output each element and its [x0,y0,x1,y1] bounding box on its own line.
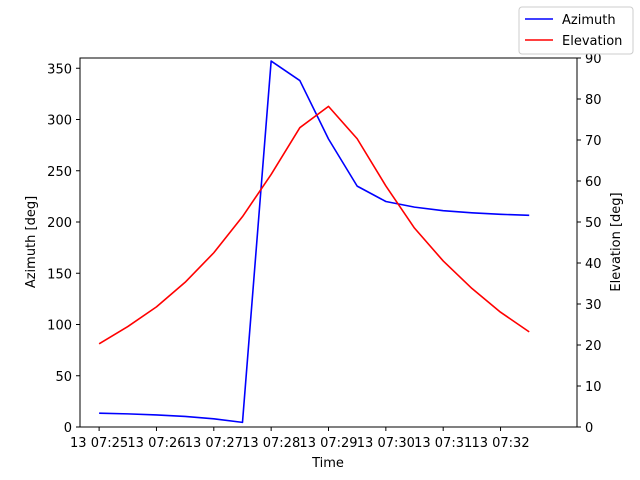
right-y-tick-label: 50 [585,216,602,231]
x-tick-label: 13 07:32 [471,436,529,451]
x-tick-label: 13 07:28 [242,436,300,451]
right-y-tick-label: 70 [585,134,602,149]
x-tick-label: 13 07:26 [127,436,185,451]
left-y-axis-ticks: 0 50 100 150 200 250 300 350 [47,62,80,436]
x-tick-label: 13 07:27 [185,436,243,451]
x-tick-label: 13 07:29 [299,436,357,451]
right-y-tick-label: 30 [585,298,602,313]
left-y-tick-label: 300 [47,114,72,129]
x-tick-label: 13 07:31 [414,436,472,451]
left-y-axis-label: Azimuth [deg] [24,196,39,288]
left-y-tick-label: 100 [47,319,72,334]
right-y-tick-label: 40 [585,257,602,272]
x-tick-label: 13 07:25 [70,436,128,451]
series-line-elevation [98,105,530,345]
right-y-tick-label: 0 [585,421,593,436]
legend: Azimuth Elevation [518,6,634,55]
right-y-tick-label: 20 [585,339,602,354]
left-y-tick-label: 350 [47,62,72,77]
x-axis-label: Time [311,456,344,471]
x-tick-label: 13 07:30 [357,436,415,451]
plot-area [80,58,577,427]
left-y-tick-label: 0 [64,421,72,436]
left-y-tick-label: 200 [47,216,72,231]
left-y-tick-label: 50 [55,370,72,385]
legend-label-elevation: Elevation [562,34,622,49]
right-y-axis-ticks: 0 10 20 30 40 50 60 70 80 90 [577,52,602,436]
legend-label-azimuth: Azimuth [562,13,616,28]
right-y-tick-label: 90 [585,52,602,67]
right-y-tick-label: 60 [585,175,602,190]
right-y-tick-label: 80 [585,93,602,108]
left-y-tick-label: 150 [47,267,72,282]
x-axis-ticks: 13 07:25 13 07:26 13 07:27 13 07:28 13 07:29… [70,427,530,451]
series-lines [98,60,530,424]
right-y-axis-label: Elevation [deg] [609,192,624,291]
left-y-tick-label: 250 [47,165,72,180]
plot-frame [79,57,578,428]
right-y-tick-label: 10 [585,380,602,395]
series-line-azimuth [99,60,530,424]
